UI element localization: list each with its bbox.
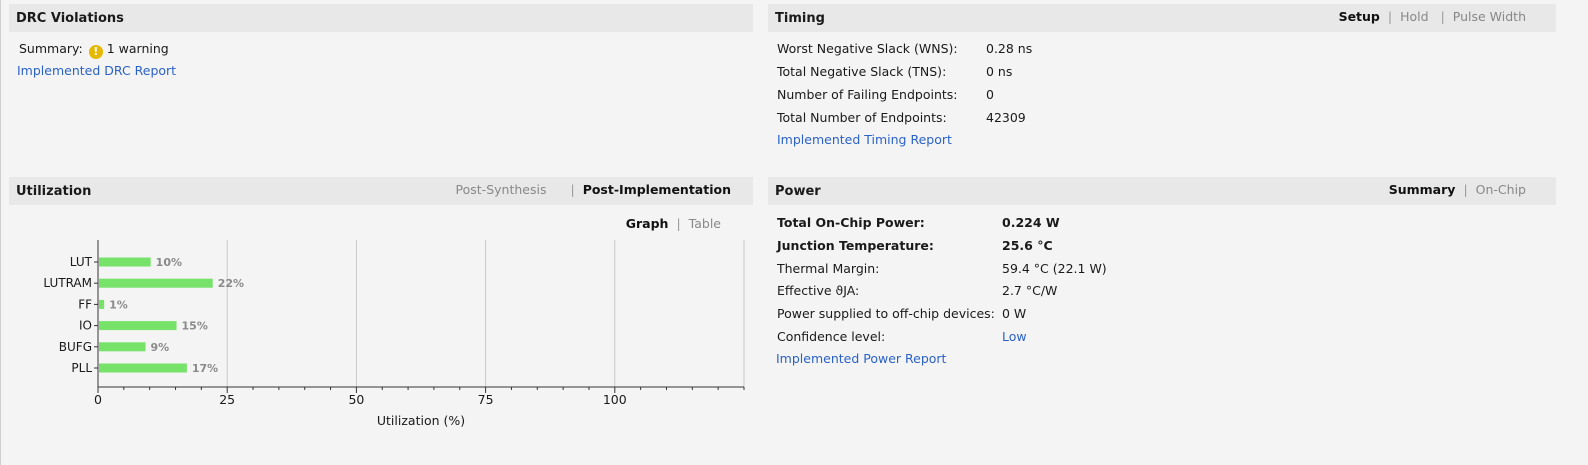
- category-label: FF: [78, 297, 92, 311]
- power-label-off-chip: Power supplied to off-chip devices:: [777, 306, 995, 321]
- value-label: 10%: [156, 256, 182, 269]
- power-value-off-chip: 0 W: [1002, 306, 1027, 321]
- utilization-view-tabs: Graph | Table: [626, 216, 721, 231]
- timing-label-total: Total Number of Endpoints:: [777, 110, 947, 125]
- power-label-junction: Junction Temperature:: [777, 238, 934, 253]
- tab-separator: |: [1440, 9, 1445, 24]
- utilization-chart: LUT LUTRAM FF IO BUFG PLL 10% 22% 1% 15% 9% 17% 0 2…: [43, 240, 745, 428]
- x-tick-label: 0: [94, 392, 102, 407]
- bar-pll: [99, 363, 187, 373]
- tab-graph[interactable]: Graph: [625, 216, 669, 231]
- power-report-link[interactable]: Implemented Power Report: [776, 351, 947, 366]
- chart-x-axis-label: Utilization (%): [377, 413, 465, 428]
- x-tick-label: 25: [219, 392, 235, 407]
- timing-value-total: 42309: [986, 110, 1026, 125]
- chart-value-labels: 10% 22% 1% 15% 9% 17%: [109, 256, 244, 375]
- power-label-thermal-margin: Thermal Margin:: [777, 261, 880, 276]
- tab-on-chip[interactable]: On-Chip: [1475, 182, 1526, 197]
- tab-separator: |: [676, 216, 681, 231]
- drc-summary-label: Summary:: [19, 41, 83, 56]
- tab-table[interactable]: Table: [688, 216, 721, 231]
- value-label: 1%: [109, 298, 128, 311]
- timing-panel: Timing Setup | Hold | Pulse Width Worst Nega…: [768, 4, 1556, 164]
- bar-ff: [99, 299, 105, 309]
- bar-lut: [99, 257, 151, 267]
- drc-header: DRC Violations: [9, 4, 753, 32]
- timing-header: Timing Setup | Hold | Pulse Width: [768, 4, 1556, 32]
- warning-icon: !: [88, 45, 103, 59]
- utilization-tabs: Post-Synthesis | Post-Implementation: [456, 182, 731, 197]
- value-label: 22%: [218, 277, 244, 290]
- tab-post-synthesis[interactable]: Post-Synthesis: [455, 182, 547, 197]
- category-label: LUTRAM: [43, 276, 92, 290]
- chart-tick-labels: 0 25 50 75 100: [94, 392, 627, 407]
- drc-warning-text: 1 warning: [106, 41, 169, 56]
- bar-io: [99, 321, 177, 331]
- chart-category-labels: LUT LUTRAM FF IO BUFG PLL: [43, 255, 92, 375]
- value-label: 15%: [182, 320, 208, 333]
- drc-title: DRC Violations: [16, 11, 124, 26]
- x-tick-label: 50: [348, 392, 364, 407]
- utilization-title: Utilization: [16, 184, 92, 199]
- chart-axes: [94, 240, 745, 393]
- utilization-panel: Utilization Post-Synthesis | Post-Implemen…: [9, 177, 753, 457]
- power-header: Power Summary | On-Chip: [768, 177, 1556, 205]
- drc-panel: DRC Violations Summary:! 1 warning Implem…: [9, 4, 753, 164]
- power-tabs: Summary | On-Chip: [1389, 182, 1526, 197]
- power-value-junction: 25.6 °C: [1002, 238, 1053, 253]
- drc-report-link[interactable]: Implemented DRC Report: [17, 63, 177, 78]
- power-label-confidence: Confidence level:: [777, 329, 886, 344]
- timing-value-failing: 0: [986, 87, 994, 102]
- timing-label-wns: Worst Negative Slack (WNS):: [777, 41, 958, 56]
- category-label: PLL: [71, 361, 92, 375]
- category-label: BUFG: [59, 340, 92, 354]
- x-tick-label: 75: [478, 392, 494, 407]
- timing-report-link[interactable]: Implemented Timing Report: [777, 132, 952, 147]
- bar-bufg: [99, 342, 146, 352]
- x-tick-label: 100: [603, 392, 627, 407]
- value-label: 17%: [192, 362, 218, 375]
- timing-value-wns: 0.28 ns: [986, 41, 1033, 56]
- utilization-header: Utilization Post-Synthesis | Post-Implemen…: [9, 177, 753, 205]
- chart-grid: [226, 240, 745, 387]
- timing-label-tns: Total Negative Slack (TNS):: [777, 64, 947, 79]
- timing-value-tns: 0 ns: [986, 64, 1013, 79]
- power-panel: Power Summary | On-Chip Total On-Chip Powe…: [768, 177, 1556, 457]
- left-edge-divider: [0, 0, 1, 465]
- tab-setup[interactable]: Setup: [1338, 9, 1380, 24]
- category-label: IO: [79, 319, 92, 333]
- power-value-confidence-link[interactable]: Low: [1002, 329, 1027, 344]
- tab-hold[interactable]: Hold: [1400, 9, 1429, 24]
- tab-separator: |: [570, 182, 575, 197]
- tab-separator: |: [1387, 9, 1393, 24]
- value-label: 9%: [151, 341, 170, 354]
- power-value-total: 0.224 W: [1002, 215, 1060, 230]
- tab-pulse-width[interactable]: Pulse Width: [1452, 9, 1526, 24]
- power-value-effective-theta: 2.7 °C/W: [1002, 283, 1058, 298]
- chart-bars: [99, 257, 213, 373]
- tab-post-implementation[interactable]: Post-Implementation: [582, 182, 731, 197]
- power-value-thermal-margin: 59.4 °C (22.1 W): [1002, 261, 1107, 276]
- tab-summary[interactable]: Summary: [1388, 182, 1456, 197]
- power-label-effective-theta: Effective ϑJA:: [777, 283, 860, 298]
- timing-tabs: Setup | Hold | Pulse Width: [1339, 9, 1526, 24]
- bar-lutram: [99, 278, 213, 288]
- power-title: Power: [775, 184, 821, 199]
- tab-separator: |: [1463, 182, 1468, 197]
- timing-label-failing: Number of Failing Endpoints:: [777, 87, 958, 102]
- power-label-total: Total On-Chip Power:: [777, 215, 925, 230]
- drc-summary: Summary:! 1 warning: [19, 41, 169, 59]
- timing-title: Timing: [775, 11, 825, 26]
- category-label: LUT: [70, 255, 93, 269]
